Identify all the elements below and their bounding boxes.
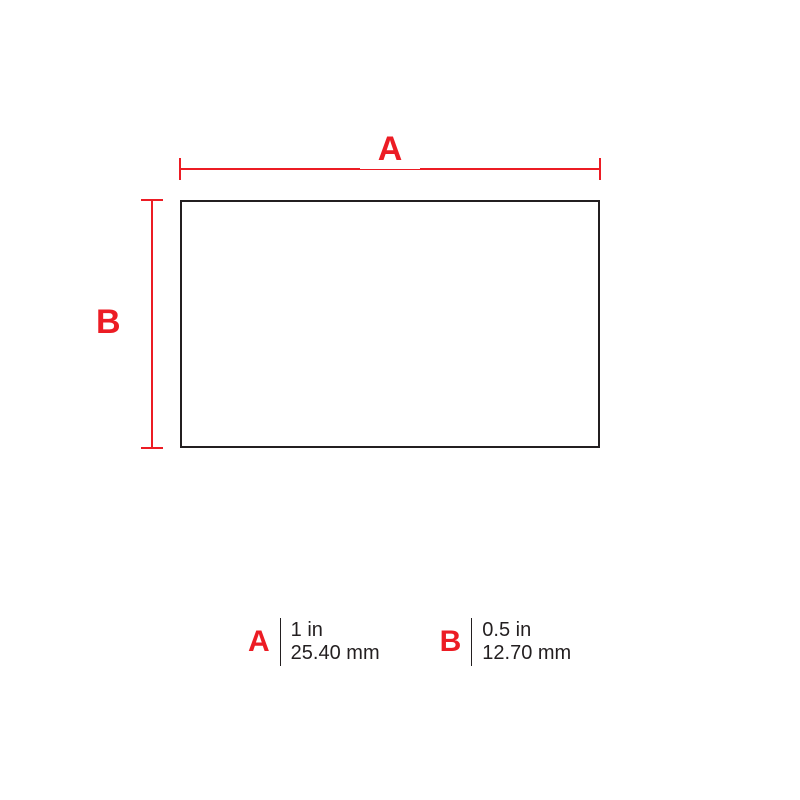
dimension-b-line: [151, 200, 153, 448]
legend-a-mm: 25.40 mm: [291, 642, 380, 665]
dimension-a-cap-right: [599, 158, 601, 180]
legend-values-b: 0.5 in 12.70 mm: [482, 619, 571, 665]
legend-a-inches: 1 in: [291, 619, 380, 642]
dimension-b-label: B: [96, 303, 121, 342]
legend-b-mm: 12.70 mm: [482, 642, 571, 665]
dimension-a-label: A: [360, 130, 420, 169]
legend-b-inches: 0.5 in: [482, 619, 571, 642]
label-rectangle: [180, 200, 600, 448]
legend-separator: [280, 618, 281, 666]
legend-separator: [471, 618, 472, 666]
legend-values-a: 1 in 25.40 mm: [291, 619, 380, 665]
legend-item: B 0.5 in 12.70 mm: [440, 618, 572, 666]
legend-item: A 1 in 25.40 mm: [248, 618, 380, 666]
dimension-b-cap-bottom: [141, 447, 163, 449]
diagram-stage: A B A 1 in 25.40 mm B 0.5 in 12.70 mm: [0, 0, 800, 800]
dimension-a-cap-left: [179, 158, 181, 180]
dimension-legend: A 1 in 25.40 mm B 0.5 in 12.70 mm: [248, 618, 571, 666]
legend-letter-a: A: [248, 625, 280, 659]
dimension-b-cap-top: [141, 199, 163, 201]
legend-letter-b: B: [440, 625, 472, 659]
